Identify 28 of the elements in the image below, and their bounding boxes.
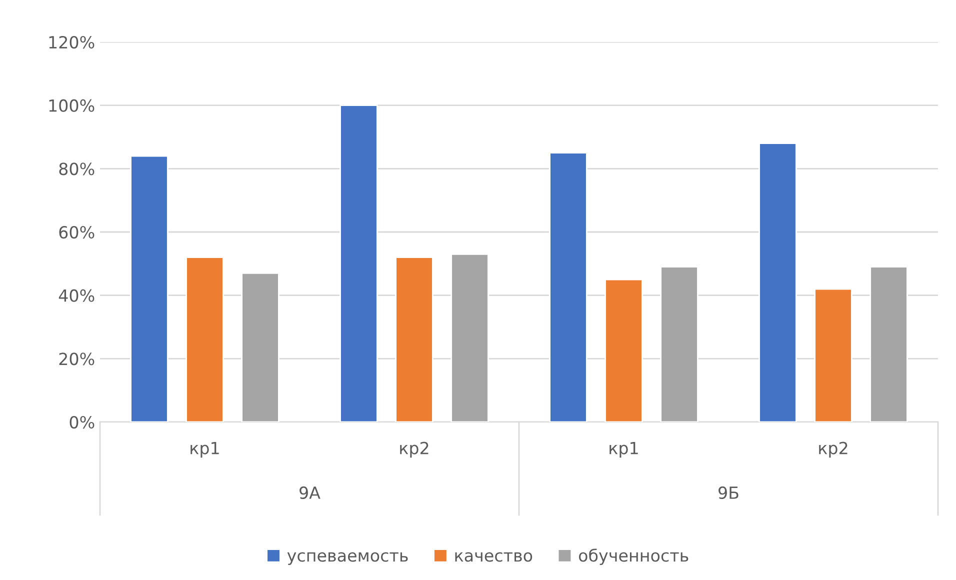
y-tick-label: 0% xyxy=(70,416,94,429)
bar xyxy=(241,272,280,422)
x-tick-label: кр2 xyxy=(400,442,428,458)
bar xyxy=(758,142,797,422)
text: 9Б xyxy=(718,486,738,500)
text: 9А xyxy=(300,486,320,500)
bar xyxy=(450,253,489,422)
bar xyxy=(340,104,378,422)
y-tick-label: 20% xyxy=(59,352,94,366)
bar xyxy=(660,266,698,422)
bar xyxy=(130,155,168,422)
y-tick-label: 40% xyxy=(58,289,94,302)
bar xyxy=(870,266,908,422)
y-tick-label: 80% xyxy=(59,162,94,176)
x-tick-label: кр1 xyxy=(610,442,638,458)
x-tick-label: кр1 xyxy=(190,442,219,458)
legend-label: качество xyxy=(455,552,532,562)
y-tick-label: 120% xyxy=(49,36,94,49)
bar xyxy=(814,288,852,422)
legend-label: обученность xyxy=(578,548,688,565)
bar xyxy=(604,278,643,422)
y-tick-label: 100% xyxy=(49,99,94,112)
bar xyxy=(395,256,434,422)
y-tick-label: 60% xyxy=(59,226,94,239)
bar xyxy=(186,256,224,422)
legend-label: успеваемость xyxy=(287,552,408,565)
x-tick-label: кр2 xyxy=(819,442,848,458)
bar xyxy=(549,152,588,422)
